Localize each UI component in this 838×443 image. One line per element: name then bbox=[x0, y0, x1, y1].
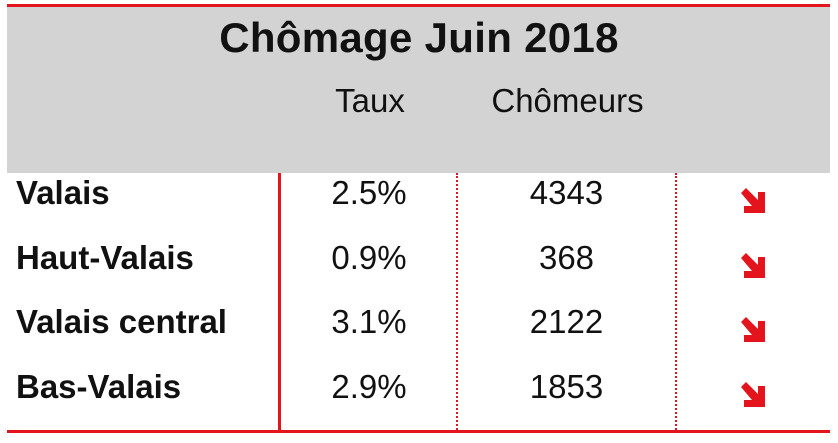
region-name: Bas-Valais bbox=[16, 368, 182, 405]
down-right-arrow-icon bbox=[741, 253, 765, 278]
table-row: Haut-Valais 0.9% 368 bbox=[0, 233, 838, 297]
unemployed-count: 1853 bbox=[529, 368, 604, 405]
top-red-rule bbox=[7, 4, 830, 7]
count-column-divider bbox=[675, 173, 677, 430]
table-row: Bas-Valais 2.9% 1853 bbox=[0, 362, 838, 426]
down-right-arrow-icon bbox=[741, 188, 765, 213]
unemployment-rate: 2.5% bbox=[331, 174, 407, 211]
column-header-count: Chômeurs bbox=[491, 82, 644, 119]
column-header-rate: Taux bbox=[335, 82, 405, 119]
unemployed-count: 2122 bbox=[529, 303, 604, 340]
unemployed-count: 4343 bbox=[529, 174, 604, 211]
table-header bbox=[7, 7, 830, 173]
down-right-arrow-icon bbox=[741, 317, 765, 342]
region-column-divider bbox=[278, 173, 281, 430]
region-name: Haut-Valais bbox=[16, 239, 194, 276]
unemployment-rate: 2.9% bbox=[331, 368, 407, 405]
unemployment-rate: 3.1% bbox=[331, 303, 407, 340]
unemployed-count: 368 bbox=[538, 239, 595, 276]
table-row: Valais 2.5% 4343 bbox=[0, 168, 838, 232]
down-right-arrow-icon bbox=[741, 382, 765, 407]
bottom-red-rule bbox=[7, 430, 830, 433]
region-name: Valais central bbox=[16, 303, 227, 340]
table-row: Valais central 3.1% 2122 bbox=[0, 297, 838, 361]
unemployment-rate: 0.9% bbox=[331, 239, 407, 276]
table-title: Chômage Juin 2018 bbox=[219, 14, 619, 61]
rate-column-divider bbox=[456, 173, 458, 430]
region-name: Valais bbox=[16, 174, 110, 211]
